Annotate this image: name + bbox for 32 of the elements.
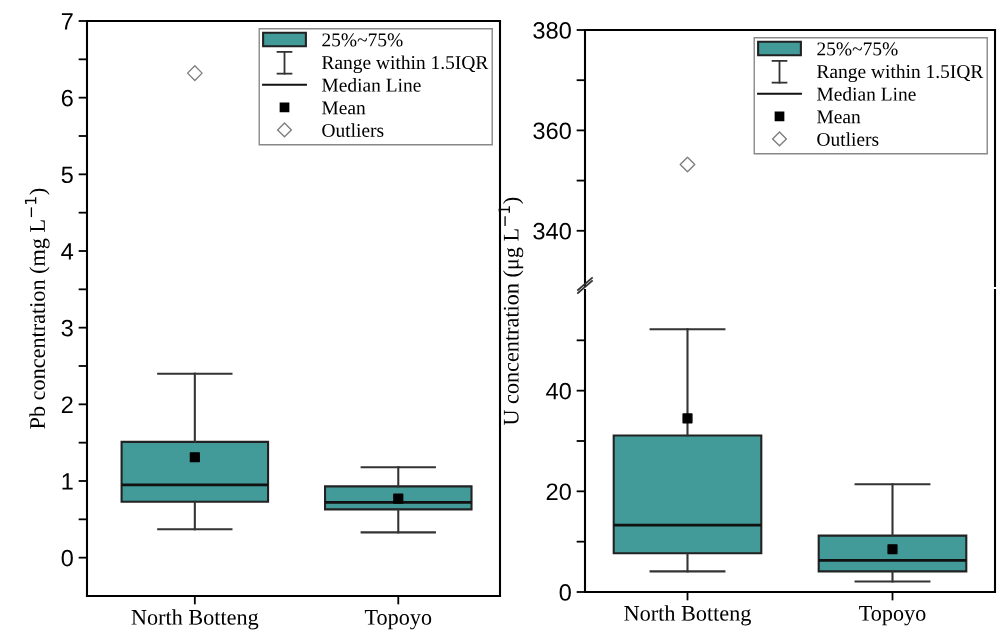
y-tick-label: 2: [61, 396, 73, 413]
x-tick-label: North Botteng: [624, 605, 751, 626]
legend-label: 25%~75%: [322, 33, 403, 47]
legend-label: 25%~75%: [817, 42, 898, 56]
y-tick-label: 360: [533, 122, 571, 140]
y-tick-label: 1: [62, 473, 73, 490]
y-tick-label: 6: [61, 89, 73, 107]
annotation: Range within 1.5IQR: [817, 64, 984, 83]
point: [189, 452, 200, 463]
y-axis-title: Pb concentration (mg L$^{−1}$): [24, 188, 50, 429]
y-tick-label: 0: [559, 584, 571, 601]
y-tick-label: 7: [61, 13, 73, 30]
x-tick-label: Topoyo: [364, 610, 432, 630]
legend-label: Outliers: [817, 132, 879, 146]
annotation: Median Line: [322, 78, 421, 92]
x-tick-label: Topoyo: [859, 606, 926, 626]
y-tick-label: 0: [61, 549, 73, 567]
y-tick-label: 4: [61, 243, 74, 260]
point: [393, 493, 404, 504]
legend-label: Mean: [817, 110, 861, 124]
y-tick-label: 40: [546, 382, 571, 400]
annotation: Range within 1.5IQR: [322, 55, 489, 74]
y-tick-label: 340: [533, 222, 571, 240]
y-tick-label: 3: [61, 319, 73, 337]
y-tick-label: 20: [546, 483, 571, 501]
y-tick-label: 380: [533, 22, 571, 39]
legend-label: Mean: [322, 101, 366, 115]
annotation: Median Line: [817, 87, 916, 101]
y-tick-label: 5: [61, 166, 73, 184]
point: [186, 65, 203, 82]
x-tick-label: North Botteng: [131, 609, 259, 630]
legend-label: Outliers: [322, 123, 384, 137]
